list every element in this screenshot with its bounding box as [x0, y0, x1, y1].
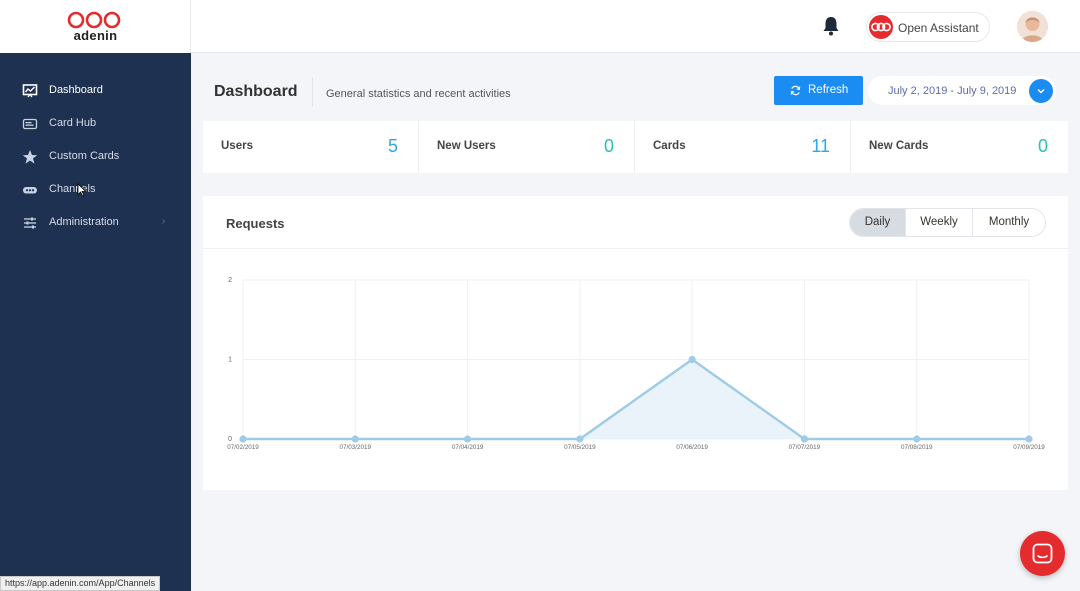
user-avatar-image — [1017, 11, 1048, 42]
x-tick-label: 07/05/2019 — [564, 444, 596, 451]
chevron-right-icon: › — [162, 216, 166, 227]
date-range-picker[interactable]: July 2, 2019 - July 9, 2019 — [868, 76, 1056, 105]
stat-new-users: New Users 0 — [419, 121, 635, 173]
x-tick-label: 07/02/2019 — [227, 444, 259, 451]
panel-divider — [203, 248, 1068, 249]
data-point — [463, 435, 472, 443]
bell-icon[interactable] — [822, 16, 840, 36]
stat-value: 0 — [603, 136, 614, 156]
sliders-icon — [24, 217, 36, 229]
sidebar: Dashboard Card Hub Custom Cards Channels — [0, 53, 191, 591]
sidebar-item-custom-cards[interactable]: Custom Cards — [0, 144, 191, 170]
sidebar-item-label: Channels — [49, 183, 96, 195]
sidebar-item-card-hub[interactable]: Card Hub — [0, 111, 191, 137]
brand-name: adenin — [73, 28, 118, 43]
sidebar-item-label: Custom Cards — [49, 150, 120, 162]
card-hub-icon — [22, 118, 38, 130]
top-header: adenin Open Assistant — [0, 0, 1080, 53]
page-title: Dashboard — [214, 83, 298, 100]
stat-value: 5 — [387, 136, 398, 156]
stat-cards: Cards 11 — [635, 121, 851, 173]
data-point — [239, 435, 247, 443]
mouse-cursor-icon — [77, 183, 87, 197]
stat-label: Users — [221, 140, 253, 152]
period-weekly-button[interactable]: Weekly — [906, 209, 973, 236]
x-tick-label: 07/07/2019 — [789, 444, 821, 451]
period-monthly-button[interactable]: Monthly — [973, 209, 1045, 236]
x-tick-label: 07/09/2019 — [1013, 444, 1045, 451]
stat-label: New Cards — [869, 140, 929, 152]
refresh-icon — [790, 85, 801, 96]
y-tick-label: 2 — [228, 277, 232, 284]
stat-value: 0 — [1037, 136, 1048, 156]
adenin-logo-icon — [67, 11, 121, 29]
stats-row: Users 5 New Users 0 Cards 11 New Cards 0 — [203, 121, 1068, 173]
requests-panel: Requests Daily Weekly Monthly 0 1 2 07/02/2… — [203, 196, 1068, 490]
period-daily-button[interactable]: Daily — [850, 209, 906, 236]
x-tick-label: 07/08/2019 — [901, 444, 933, 451]
stat-value: 11 — [811, 136, 830, 156]
open-assistant-label: Open Assistant — [898, 21, 979, 35]
refresh-button[interactable]: Refresh — [774, 76, 863, 105]
chat-icon — [1032, 543, 1053, 564]
open-assistant-button[interactable]: Open Assistant — [866, 12, 990, 42]
dashboard-icon — [22, 84, 38, 98]
sidebar-item-label: Administration — [49, 216, 119, 228]
requests-title: Requests — [226, 216, 285, 231]
requests-chart: 0 1 2 07/02/2019 07/03/2019 07/04/2019 07/05/2… — [227, 277, 1045, 451]
refresh-label: Refresh — [808, 84, 849, 96]
channels-icon — [23, 187, 37, 194]
title-divider — [312, 77, 313, 107]
data-point — [1025, 435, 1033, 443]
data-point — [688, 355, 696, 364]
browser-status-url: https://app.adenin.com/App/Channels — [0, 576, 161, 591]
data-point — [576, 435, 584, 443]
star-icon — [22, 150, 38, 164]
data-point — [800, 435, 809, 443]
sidebar-item-channels[interactable]: Channels — [0, 177, 191, 203]
sidebar-item-dashboard[interactable]: Dashboard — [0, 78, 191, 104]
x-tick-label: 07/03/2019 — [340, 444, 372, 451]
y-tick-label: 0 — [228, 436, 232, 443]
brand-logo[interactable]: adenin — [0, 0, 191, 53]
x-tick-label: 07/04/2019 — [452, 444, 484, 451]
stat-label: Cards — [653, 140, 686, 152]
data-point — [913, 435, 921, 443]
y-tick-label: 1 — [228, 357, 232, 364]
page-subtitle: General statistics and recent activities — [326, 88, 511, 100]
data-point — [351, 435, 359, 443]
date-range-label: July 2, 2019 - July 9, 2019 — [888, 85, 1017, 97]
chat-launcher-button[interactable] — [1020, 531, 1065, 576]
stat-users: Users 5 — [203, 121, 419, 173]
stat-label: New Users — [437, 140, 496, 152]
series-line — [243, 358, 1029, 441]
period-toggle: Daily Weekly Monthly — [849, 208, 1046, 237]
assistant-logo-icon — [869, 15, 893, 39]
sidebar-item-administration[interactable]: Administration › — [0, 210, 191, 236]
stat-new-cards: New Cards 0 — [851, 121, 1068, 173]
date-range-toggle-button[interactable] — [1029, 79, 1053, 103]
sidebar-item-label: Dashboard — [49, 84, 103, 96]
chevron-down-icon — [1037, 89, 1045, 94]
user-avatar[interactable] — [1017, 11, 1048, 42]
sidebar-item-label: Card Hub — [49, 117, 97, 129]
x-tick-label: 07/06/2019 — [676, 444, 708, 451]
